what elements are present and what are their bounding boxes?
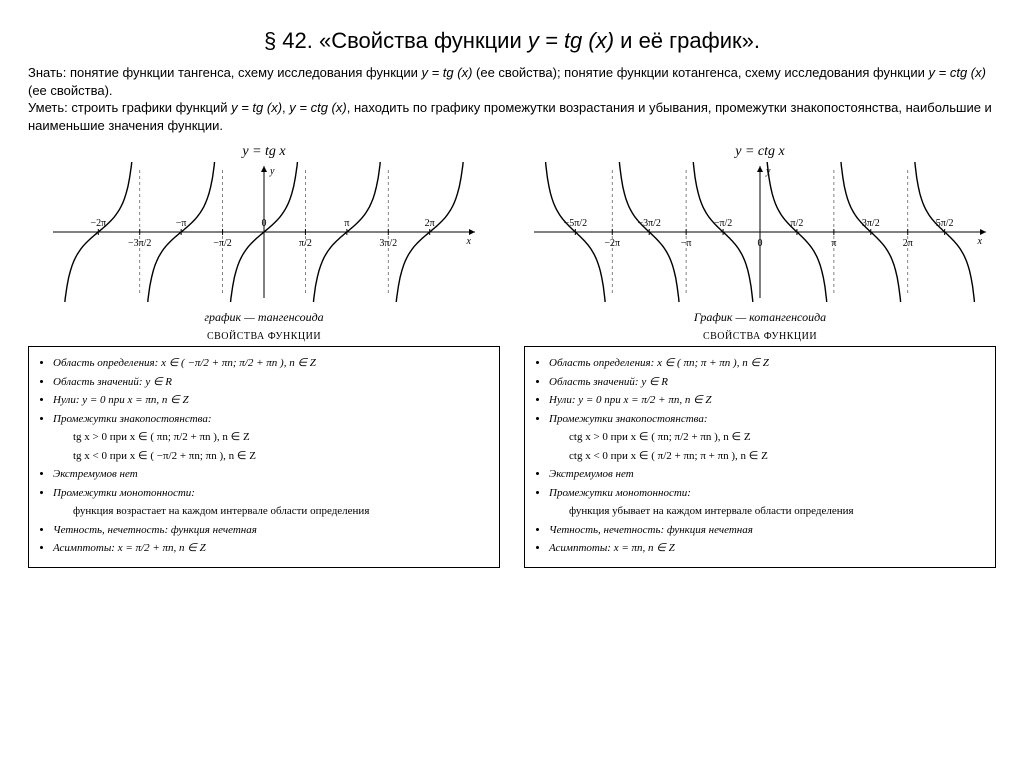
cot-column: y = ctg x xy−5π/2−3π/2−π/2π/23π/25π/2−2π… <box>524 144 996 568</box>
cot-extrema: Экстремумов нет <box>549 466 985 483</box>
svg-text:0: 0 <box>758 238 763 249</box>
svg-text:−3π/2: −3π/2 <box>128 238 151 249</box>
tan-caption: график — тангенсоида <box>204 310 323 325</box>
cot-parity: Четность, нечетность: функция нечетная <box>549 522 985 539</box>
tan-sign-neg: tg x < 0 при x ∈ ( −π/2 + πn; πn ), n ∈ … <box>53 448 489 465</box>
tan-graph: xy−2π−π0π2π−3π/2−π/2π/23π/2 <box>49 162 479 302</box>
svg-text:π: π <box>344 218 349 229</box>
svg-text:x: x <box>466 236 472 247</box>
know-fn-1: y = tg (x) <box>421 65 472 80</box>
svg-text:0: 0 <box>262 218 267 229</box>
tan-zeros: Нули: y = 0 при x = πn, n ∈ Z <box>53 392 489 409</box>
cot-zeros: Нули: y = 0 при x = π/2 + πn, n ∈ Z <box>549 392 985 409</box>
cot-asymptotes: Асимптоты: x = πn, n ∈ Z <box>549 540 985 557</box>
svg-text:3π/2: 3π/2 <box>379 238 397 249</box>
tan-extrema: Экстремумов нет <box>53 466 489 483</box>
svg-text:π: π <box>831 238 836 249</box>
can-line: Уметь: строить графики функций y = tg (x… <box>28 99 996 134</box>
svg-text:2π: 2π <box>903 238 913 249</box>
know-fn-2: y = ctg (x) <box>929 65 986 80</box>
know-text-2: (ее свойства); понятие функции котангенс… <box>472 65 928 80</box>
tan-column: y = tg x xy−2π−π0π2π−3π/2−π/2π/23π/2 гра… <box>28 144 500 568</box>
know-label: Знать: <box>28 65 70 80</box>
tan-mono-header: Промежутки монотонности: <box>53 485 489 502</box>
title-prefix: § 42. «Свойства функции <box>264 28 528 53</box>
cot-graph: xy−5π/2−3π/2−π/2π/23π/25π/2−2π−π0π2π <box>530 162 990 302</box>
know-text-1: понятие функции тангенса, схему исследов… <box>70 65 422 80</box>
tan-range: Область значений: y ∈ R <box>53 374 489 391</box>
tan-mono-text: функция возрастает на каждом интервале о… <box>53 503 489 520</box>
tan-sign-pos: tg x > 0 при x ∈ ( πn; π/2 + πn ), n ∈ Z <box>53 429 489 446</box>
cot-sign-header: Промежутки знакопостоянства: <box>549 411 985 428</box>
cot-props-title: СВОЙСТВА ФУНКЦИИ <box>703 331 817 342</box>
can-fn-1: y = tg (x) <box>231 100 282 115</box>
cot-props-box: Область определения: x ∈ ( πn; π + πn ),… <box>524 346 996 568</box>
svg-text:−π/2: −π/2 <box>213 238 231 249</box>
tan-domain: Область определения: x ∈ ( −π/2 + πn; π/… <box>53 355 489 372</box>
can-text-1: строить графики функций <box>71 100 231 115</box>
svg-text:5π/2: 5π/2 <box>936 218 954 229</box>
cot-domain: Область определения: x ∈ ( πn; π + πn ),… <box>549 355 985 372</box>
cot-mono-header: Промежутки монотонности: <box>549 485 985 502</box>
cot-sign-neg: ctg x < 0 при x ∈ ( π/2 + πn; π + πn ), … <box>549 448 985 465</box>
svg-text:−π: −π <box>681 238 692 249</box>
intro-block: Знать: понятие функции тангенса, схему и… <box>28 64 996 134</box>
cot-sign-pos: ctg x > 0 при x ∈ ( πn; π/2 + πn ), n ∈ … <box>549 429 985 446</box>
tan-props-box: Область определения: x ∈ ( −π/2 + πn; π/… <box>28 346 500 568</box>
svg-text:−π: −π <box>176 218 187 229</box>
can-fn-2: y = ctg (x) <box>289 100 346 115</box>
svg-text:π/2: π/2 <box>299 238 312 249</box>
know-line: Знать: понятие функции тангенса, схему и… <box>28 64 996 99</box>
content-row: y = tg x x y −2π −π 0 π 2π −3π/2 −π/2 π/2 3π/2 гра… <box>28 144 996 568</box>
cot-caption: График — котангенсоида <box>694 310 826 325</box>
tan-parity: Четность, нечетность: функция нечетная <box>53 522 489 539</box>
cot-mono-text: функция убывает на каждом интервале обла… <box>549 503 985 520</box>
svg-text:−2π: −2π <box>604 238 620 249</box>
tan-sign-header: Промежутки знакопостоянства: <box>53 411 489 428</box>
title-suffix: и её график». <box>614 28 760 53</box>
can-label: Уметь: <box>28 100 71 115</box>
cot-eqn: y = ctg x <box>735 144 784 160</box>
know-text-3: (ее свойства). <box>28 83 113 98</box>
svg-text:3π/2: 3π/2 <box>862 218 880 229</box>
svg-text:−π/2: −π/2 <box>714 218 732 229</box>
cot-range: Область значений: y ∈ R <box>549 374 985 391</box>
svg-text:y: y <box>269 166 275 177</box>
tan-props-title: СВОЙСТВА ФУНКЦИИ <box>207 331 321 342</box>
title-fn: y = tg (x) <box>528 28 614 53</box>
tan-eqn: y = tg x <box>242 144 285 160</box>
tan-asymptotes: Асимптоты: x = π/2 + πn, n ∈ Z <box>53 540 489 557</box>
svg-text:2π: 2π <box>425 218 435 229</box>
svg-text:x: x <box>977 236 983 247</box>
page-title: § 42. «Свойства функции y = tg (x) и её … <box>28 28 996 54</box>
